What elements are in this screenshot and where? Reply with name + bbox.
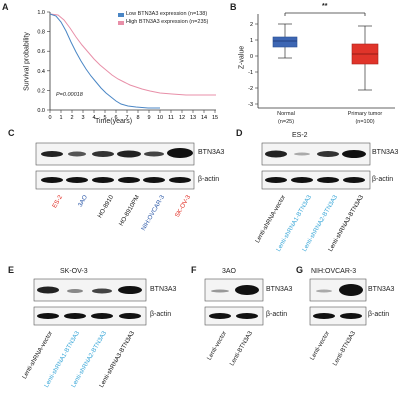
low-expression-curve: [49, 13, 160, 109]
panel-f-title: 3AO: [222, 268, 237, 275]
panel-a-survival-plot: 0.00.20.40.60.81.0 0 1 2 3 4 5 6 7 8 9 10 11 12 13 14 1…: [37, 10, 218, 121]
panel-c-blot: [35, 142, 195, 190]
panel-b-group-tumor-n: (n=100): [355, 119, 375, 125]
panel-f-letter: F: [191, 265, 197, 275]
panel-e-title: SK-OV-3: [60, 268, 88, 275]
panel-e-btn3a3-label: BTN3A3: [150, 286, 177, 293]
panel-a-xtick: 6: [114, 115, 117, 121]
panel-c-letter: C: [8, 128, 15, 138]
panel-g-lane-2: Lenti-BTN3A3: [331, 330, 358, 368]
panel-a-xtick: 0: [48, 115, 51, 121]
panel-d-btn3a3-label: BTN3A3: [372, 149, 399, 156]
panel-a-ytick: 0.8: [37, 30, 45, 36]
panel-a-xtick: 4: [92, 115, 95, 121]
panel-f-actin-label: β-actin: [266, 311, 288, 318]
panel-b-ylabel: Z-value: [238, 45, 246, 70]
panel-d-blot: [261, 142, 371, 190]
panel-b-ytick: -3: [248, 102, 253, 108]
panel-b-ytick: 1: [250, 38, 253, 44]
panel-a-xtick: 2: [70, 115, 73, 121]
panel-f-lane-2: Lenti-BTN3A3: [228, 330, 255, 368]
panel-a-xtick: 13: [190, 115, 196, 121]
panel-c-btn3a3-label: BTN3A3: [198, 149, 225, 156]
panel-a-xtick: 10: [157, 115, 163, 121]
panel-a-xlabel: Time(years): [95, 118, 133, 125]
panel-d-lane-1: Lenti-shRNA-vector: [254, 194, 288, 245]
panel-a-xtick: 7: [125, 115, 128, 121]
legend-low-label: Low BTN3A3 expression (n=138): [126, 11, 208, 17]
panel-g-title: NIH:OVCAR-3: [311, 268, 357, 275]
panel-b-ytick: 0: [250, 54, 253, 60]
high-expression-curve: [49, 13, 216, 96]
panel-b-ytick: 2: [250, 22, 253, 28]
panel-d-letter: D: [236, 128, 243, 138]
legend-low-swatch: [118, 13, 124, 17]
legend-high-swatch: [118, 21, 124, 25]
panel-a-xtick: 15: [212, 115, 218, 121]
panel-a-pvalue: P=0.00018: [56, 92, 83, 98]
panel-a-xtick: 11: [168, 115, 174, 121]
panel-a-ylabel: Survival probability: [23, 32, 31, 91]
legend-high-label: High BTN3A3 expression (n=235): [126, 19, 209, 25]
panel-g-blot: [309, 278, 367, 326]
panel-f-lane-1: Lenti-vector: [205, 330, 229, 362]
panel-b-ytick: -2: [248, 86, 253, 92]
panel-b-letter: B: [230, 2, 237, 12]
panel-g-actin-label: β-actin: [368, 311, 390, 318]
panel-b-group-normal: Normal: [277, 111, 295, 117]
panel-a-ytick: 0.2: [37, 88, 45, 94]
normal-box: [272, 36, 298, 48]
panel-a-ytick: 1.0: [37, 10, 45, 16]
panel-a-ytick: 0.6: [37, 49, 45, 55]
panel-b-boxplot: 2 1 0 -1 -2 -3: [248, 12, 395, 109]
panel-a-xtick: 5: [103, 115, 106, 121]
panel-b-significance: **: [322, 3, 328, 10]
panel-g-btn3a3-label: BTN3A3: [368, 286, 395, 293]
panel-f-btn3a3-label: BTN3A3: [266, 286, 293, 293]
panel-e-blot: [33, 278, 147, 326]
panel-b-group-tumor: Primary tumor: [347, 111, 383, 117]
panel-a-xtick: 9: [147, 115, 150, 121]
panel-c-actin-label: β-actin: [198, 176, 220, 183]
panel-a-xtick: 1: [59, 115, 62, 121]
panel-a-xtick: 8: [136, 115, 139, 121]
panel-a-xtick: 14: [201, 115, 207, 121]
panel-b-ytick: -1: [248, 70, 253, 76]
panel-a-xtick: 12: [179, 115, 185, 121]
panel-g-letter: G: [296, 265, 304, 275]
panel-e-actin-label: β-actin: [150, 311, 172, 318]
panel-f-blot: [204, 278, 264, 326]
panel-a-ytick: 0.0: [37, 108, 45, 114]
panel-d-actin-label: β-actin: [372, 176, 394, 183]
panel-b-group-normal-n: (n=25): [277, 119, 295, 125]
panel-a-letter: A: [2, 2, 9, 12]
panel-a-ytick: 0.4: [37, 69, 45, 75]
panel-g-lane-1: Lenti-vector: [308, 330, 332, 362]
panel-a-xtick: 3: [81, 115, 84, 121]
panel-d-title: ES-2: [292, 132, 308, 139]
panel-e-letter: E: [8, 265, 15, 275]
